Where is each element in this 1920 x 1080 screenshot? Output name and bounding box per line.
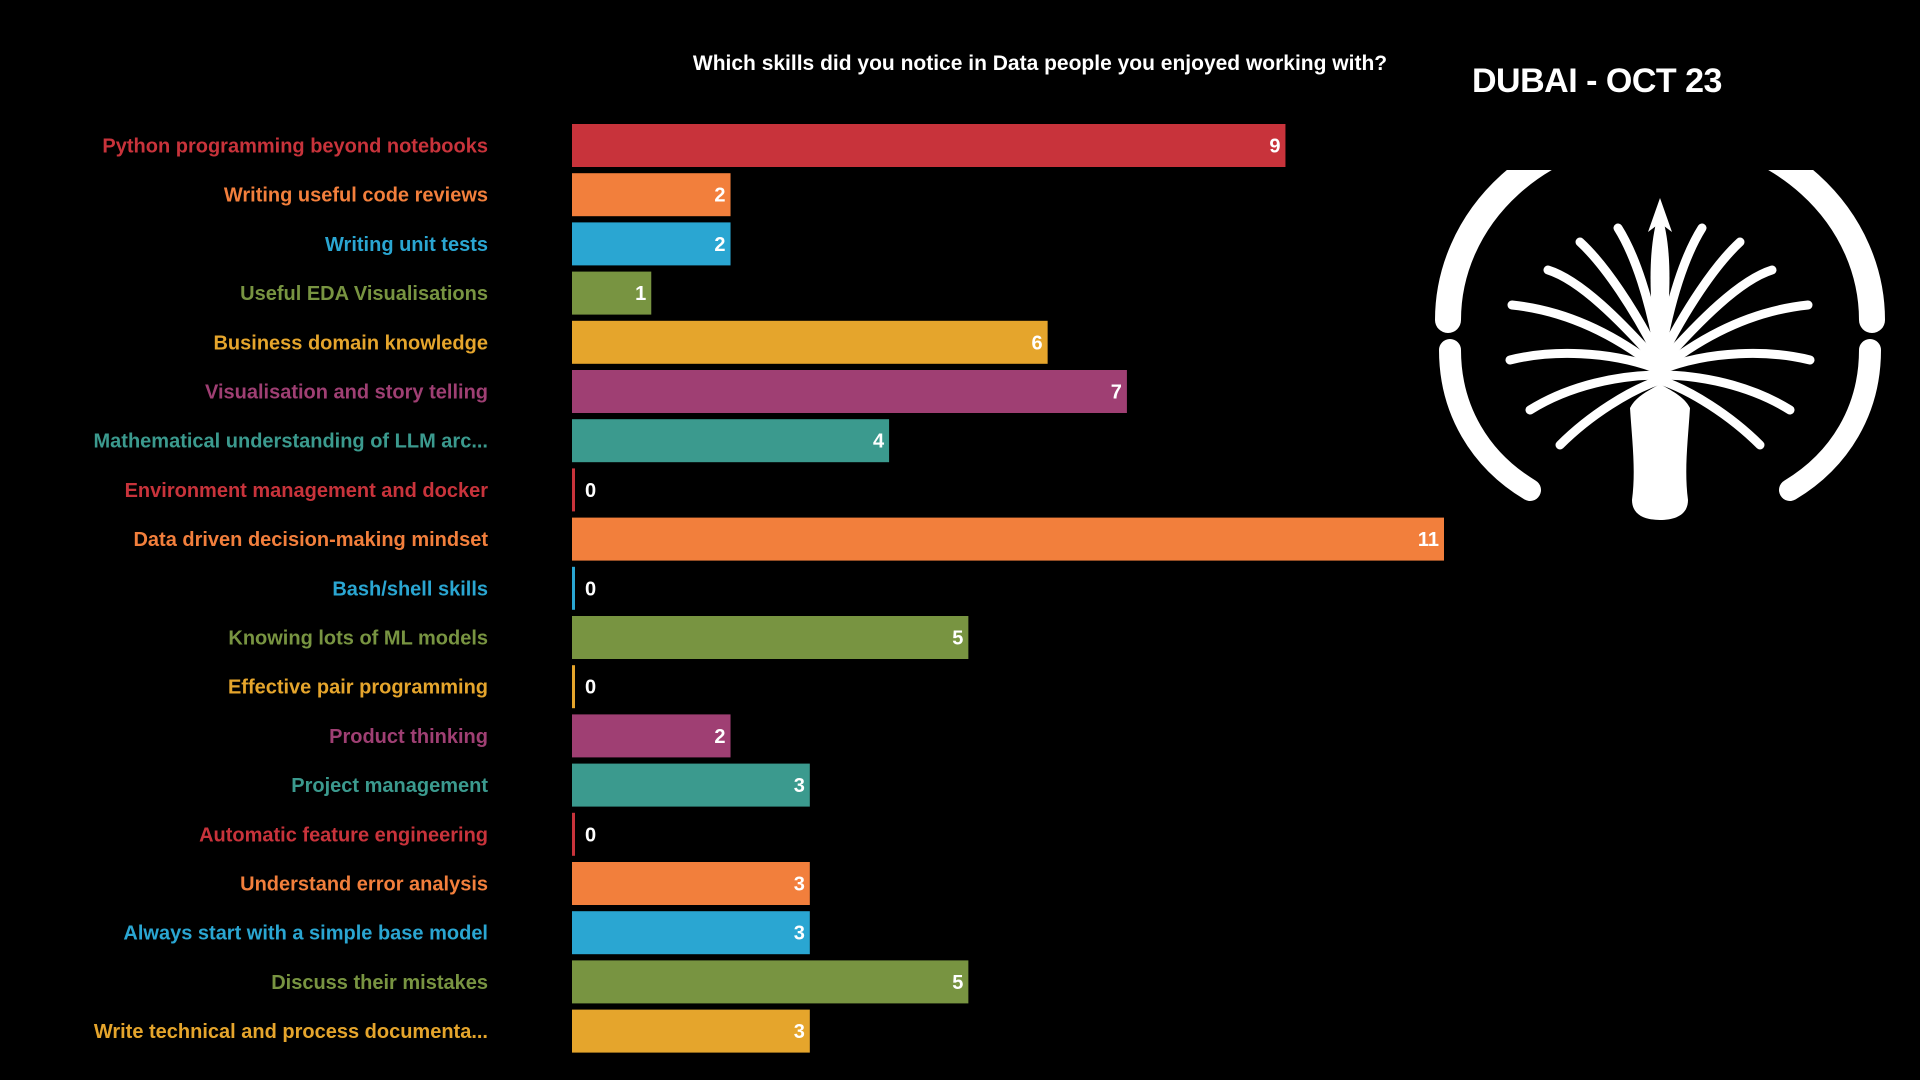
category-label: Business domain knowledge xyxy=(213,332,488,354)
category-label: Project management xyxy=(291,775,488,797)
bar xyxy=(572,763,810,807)
value-label: 5 xyxy=(952,628,963,650)
bar xyxy=(572,812,575,856)
bar xyxy=(572,1009,810,1053)
bars xyxy=(572,124,1444,1053)
value-label: 0 xyxy=(585,677,596,699)
value-label: 0 xyxy=(585,824,596,846)
category-label: Visualisation and story telling xyxy=(205,382,488,404)
event-label: DUBAI - OCT 23 xyxy=(1472,62,1722,100)
category-label: Writing unit tests xyxy=(325,234,488,256)
category-label: Useful EDA Visualisations xyxy=(240,283,488,305)
category-label: Effective pair programming xyxy=(228,677,488,699)
bar xyxy=(572,616,969,659)
category-label: Python programming beyond notebooks xyxy=(102,136,488,158)
bar xyxy=(572,665,575,709)
value-label: 0 xyxy=(585,578,596,600)
value-labels: 9 2 2 1 6 7 4 0 11 0 5 0 2 3 0 3 3 5 3 xyxy=(585,136,1439,1044)
chart-title: Which skills did you notice in Data peop… xyxy=(692,52,1388,75)
bar xyxy=(572,862,810,905)
value-label: 3 xyxy=(794,1021,805,1043)
value-label: 1 xyxy=(635,283,646,305)
category-label: Bash/shell skills xyxy=(332,578,488,600)
category-label: Product thinking xyxy=(329,726,488,748)
bar xyxy=(572,911,810,955)
category-label: Data driven decision-making mindset xyxy=(133,529,488,551)
category-label: Writing useful code reviews xyxy=(224,185,488,207)
bar xyxy=(572,960,969,1004)
value-label: 0 xyxy=(585,480,596,502)
bar xyxy=(572,173,731,217)
category-label: Discuss their mistakes xyxy=(271,972,488,994)
category-label: Understand error analysis xyxy=(240,874,488,896)
bar-chart: Python programming beyond notebooks Writi… xyxy=(94,124,1444,1053)
bar xyxy=(572,419,890,463)
category-label: Mathematical understanding of LLM arc... xyxy=(94,431,489,453)
value-label: 3 xyxy=(794,775,805,797)
value-label: 6 xyxy=(1032,332,1043,354)
bar xyxy=(572,222,731,266)
category-labels: Python programming beyond notebooks Writi… xyxy=(94,136,489,1044)
category-label: Write technical and process documenta... xyxy=(94,1021,488,1043)
value-label: 7 xyxy=(1111,382,1122,404)
value-label: 2 xyxy=(714,185,725,207)
bar xyxy=(572,124,1286,167)
value-label: 3 xyxy=(794,923,805,945)
bar xyxy=(572,714,731,758)
bar xyxy=(572,271,652,315)
bar xyxy=(572,517,1444,561)
value-label: 4 xyxy=(873,431,885,453)
palm-jumeirah-icon xyxy=(1435,170,1885,520)
category-label: Automatic feature engineering xyxy=(199,824,488,846)
category-label: Environment management and docker xyxy=(125,480,489,502)
bar xyxy=(572,370,1127,413)
value-label: 2 xyxy=(714,234,725,256)
value-label: 3 xyxy=(794,874,805,896)
value-label: 9 xyxy=(1269,136,1280,158)
category-label: Always start with a simple base model xyxy=(123,923,488,945)
bar xyxy=(572,566,575,610)
value-label: 5 xyxy=(952,972,963,994)
value-label: 2 xyxy=(714,726,725,748)
bar xyxy=(572,468,575,512)
bar xyxy=(572,320,1048,364)
category-label: Knowing lots of ML models xyxy=(228,628,488,650)
value-label: 11 xyxy=(1418,529,1439,551)
